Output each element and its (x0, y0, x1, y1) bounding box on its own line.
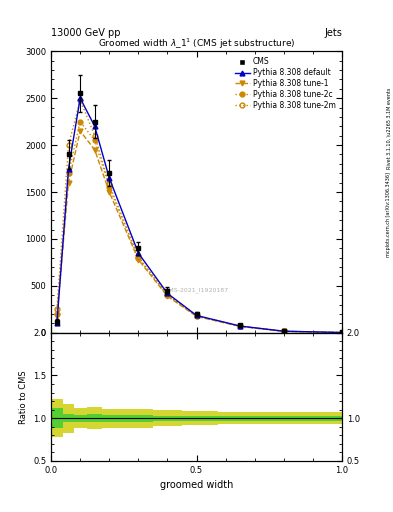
X-axis label: groomed width: groomed width (160, 480, 233, 490)
Legend: CMS, Pythia 8.308 default, Pythia 8.308 tune-1, Pythia 8.308 tune-2c, Pythia 8.3: CMS, Pythia 8.308 default, Pythia 8.308 … (232, 55, 338, 112)
Text: 13000 GeV pp: 13000 GeV pp (51, 28, 121, 38)
Text: CMS-2021_I1920187: CMS-2021_I1920187 (164, 288, 229, 293)
Text: mcplots.cern.ch [arXiv:1306.3436]: mcplots.cern.ch [arXiv:1306.3436] (386, 173, 391, 258)
Y-axis label: Ratio to CMS: Ratio to CMS (18, 370, 28, 423)
Title: Groomed width $\lambda\_1^1$ (CMS jet substructure): Groomed width $\lambda\_1^1$ (CMS jet su… (98, 37, 295, 51)
Text: Rivet 3.1.10, \u2265 3.1M events: Rivet 3.1.10, \u2265 3.1M events (386, 88, 391, 168)
Text: Jets: Jets (324, 28, 342, 38)
Text: $\frac{1}{\sigma}\frac{\mathrm{d}N}{\mathrm{d}p_\mathrm{T}\,\mathrm{d}\lambda}$: $\frac{1}{\sigma}\frac{\mathrm{d}N}{\mat… (0, 180, 2, 204)
